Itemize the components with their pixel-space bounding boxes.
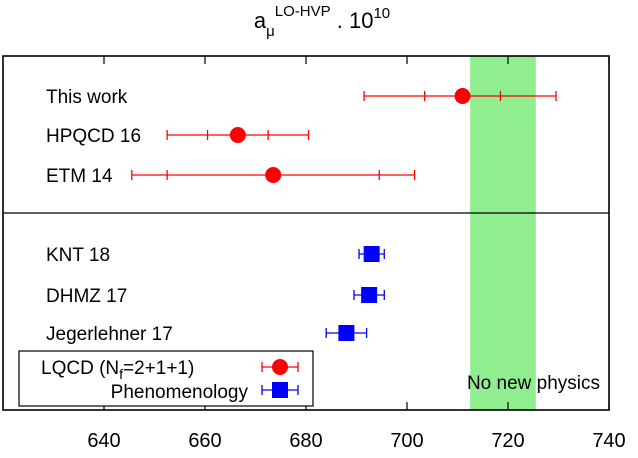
row-label: ETM 14 — [46, 166, 113, 187]
no-new-physics-band — [470, 56, 536, 410]
data-point — [454, 88, 471, 104]
data-point — [265, 167, 282, 183]
legend: LQCD (Nf=2+1+1) Phenomenology — [18, 350, 314, 407]
x-tick-label: 700 — [390, 430, 423, 452]
x-tick-label: 640 — [87, 430, 120, 452]
row-label: This work — [46, 87, 128, 108]
x-tick-label: 680 — [289, 430, 322, 452]
title-base: a — [254, 8, 267, 33]
legend-markers — [261, 359, 299, 398]
legend-label-phenomenology: Phenomenology — [111, 382, 249, 403]
x-tick-label: 740 — [592, 430, 625, 452]
title-factor: . 10 — [331, 8, 374, 33]
data-point — [338, 325, 355, 341]
chart-title: aμLO-HVP . 1010 — [254, 3, 390, 40]
band-label: No new physics — [467, 373, 600, 394]
x-tick-label: 660 — [188, 430, 221, 452]
band-layer: No new physics — [467, 56, 600, 410]
legend-marker-circle — [272, 359, 288, 375]
data-point — [363, 246, 380, 262]
row-label: HPQCD 16 — [46, 126, 141, 147]
title-superscript: LO-HVP — [275, 3, 331, 20]
row-label: DHMZ 17 — [46, 286, 127, 307]
data-point — [361, 287, 378, 303]
title-exponent: 10 — [373, 5, 390, 22]
data-point — [229, 127, 246, 143]
legend-box — [18, 350, 314, 407]
x-tick-label: 720 — [491, 430, 524, 452]
legend-marker-square — [272, 382, 288, 398]
tick-layer: 640 660 680 700 720 740 — [87, 56, 626, 452]
row-label: Jegerlehner 17 — [46, 324, 173, 345]
plot-layer: This work HPQCD 16 ETM 14 KNT 18 DHMZ 17 Jege… — [46, 87, 557, 345]
legend-label-lqcd: LQCD (Nf=2+1+1) — [41, 358, 194, 382]
title-subscript: μ — [266, 23, 275, 40]
row-label: KNT 18 — [46, 245, 110, 266]
